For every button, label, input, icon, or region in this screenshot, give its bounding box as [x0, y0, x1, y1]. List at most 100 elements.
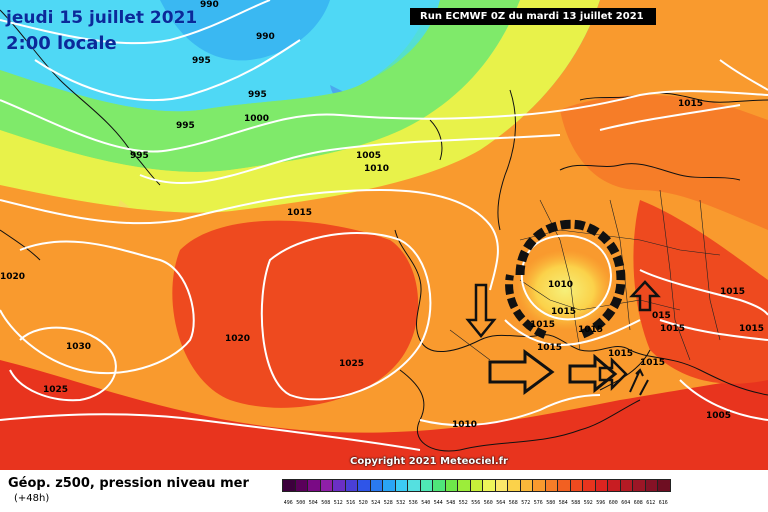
copyright-notice: Copyright 2021 Meteociel.fr	[350, 456, 508, 467]
legend-swatch	[382, 479, 396, 492]
legend-value: 592	[583, 500, 593, 506]
mid-latitude-band	[0, 0, 520, 172]
legend-value: 540	[421, 500, 431, 506]
legend-value: 556	[471, 500, 481, 506]
legend-value: 584	[558, 500, 568, 506]
legend-swatch	[332, 479, 346, 492]
isobar-label: 1015	[640, 358, 665, 368]
legend-swatch	[632, 479, 646, 492]
legend-swatch	[582, 479, 596, 492]
legend-value: 596	[596, 500, 606, 506]
legend-value: 612	[646, 500, 656, 506]
isobar-label: 1025	[339, 359, 364, 369]
orange-north-europe	[560, 95, 768, 230]
isobar-label: 1020	[0, 272, 25, 282]
legend-swatch	[607, 479, 621, 492]
legend-value: 560	[483, 500, 493, 506]
legend-swatch	[444, 479, 458, 492]
legend-swatch	[507, 479, 521, 492]
product-title: Géop. z500, pression niveau mer	[8, 476, 249, 491]
legend-value: 600	[608, 500, 618, 506]
legend-swatch	[344, 479, 358, 492]
legend-swatch	[469, 479, 483, 492]
isobar-label: 990	[200, 0, 219, 10]
isobars	[0, 0, 768, 450]
isobar-label: 995	[176, 121, 195, 131]
isobar-label: 995	[192, 56, 211, 66]
legend-swatch	[644, 479, 658, 492]
isobar-label: 1015	[678, 99, 703, 109]
legend-value: 512	[333, 500, 343, 506]
legend-swatch	[369, 479, 383, 492]
isobar-label: 1015	[578, 325, 603, 335]
isobar-label: 1005	[356, 151, 381, 161]
legend-swatch	[307, 479, 321, 492]
legend-value: 564	[496, 500, 506, 506]
legend-value: 500	[296, 500, 306, 506]
circulation-arrows	[465, 219, 661, 396]
isobar-label: 1020	[225, 334, 250, 344]
legend-swatch	[282, 479, 296, 492]
map-canvas: 990 990 995 995 995 995 1000 1005 1010 1…	[0, 0, 768, 470]
legend-swatch	[594, 479, 608, 492]
legend-value: 528	[383, 500, 393, 506]
legend-swatch	[532, 479, 546, 492]
legend-value: 616	[658, 500, 668, 506]
legend-swatch	[544, 479, 558, 492]
isobar-label: 1015	[720, 287, 745, 297]
isobar-label: 1015	[530, 320, 555, 330]
isobar-label: 995	[248, 90, 267, 100]
legend-value: 516	[346, 500, 356, 506]
legend-value: 520	[358, 500, 368, 506]
arrow-right-small-2	[598, 356, 628, 392]
isobar-labels: 990 990 995 995 995 995 1000 1005 1010 1…	[0, 0, 764, 430]
lead-time: (+48h)	[14, 493, 50, 504]
footer: Géop. z500, pression niveau mer (+48h) 4…	[0, 470, 768, 512]
legend-swatch	[482, 479, 496, 492]
legend-value: 536	[408, 500, 418, 506]
legend-value: 548	[446, 500, 456, 506]
legend-value: 496	[283, 500, 293, 506]
legend-value: 568	[508, 500, 518, 506]
legend-swatch	[357, 479, 371, 492]
isobar-label: 1030	[66, 342, 91, 352]
cyclonic-swirl	[515, 219, 626, 340]
legend-swatch	[319, 479, 333, 492]
cutoff-low	[517, 250, 613, 330]
legend-swatch	[569, 479, 583, 492]
legend-swatch	[407, 479, 421, 492]
isobar-label: 1015	[608, 349, 633, 359]
legend-value: 580	[546, 500, 556, 506]
yellow-band	[0, 0, 600, 213]
legend-swatch	[657, 479, 671, 492]
legend-value: 576	[533, 500, 543, 506]
legend-value: 572	[521, 500, 531, 506]
legend-swatch	[557, 479, 571, 492]
isobar-label: 1010	[364, 164, 389, 174]
isobar-label: 1015	[660, 324, 685, 334]
legend-swatch	[494, 479, 508, 492]
arrow-right-small	[568, 353, 618, 394]
forecast-date: jeudi 15 juillet 2021	[6, 8, 198, 28]
red-south	[0, 360, 768, 470]
legend-value: 608	[633, 500, 643, 506]
legend-value: 508	[321, 500, 331, 506]
forecast-time: 2:00 locale	[6, 33, 117, 54]
legend-value: 552	[458, 500, 468, 506]
weather-map: 990 990 995 995 995 995 1000 1005 1010 1…	[0, 0, 768, 470]
legend-value: 532	[396, 500, 406, 506]
model-run-banner: Run ECMWF 0Z du mardi 13 juillet 2021	[410, 8, 656, 25]
legend-value: 544	[433, 500, 443, 506]
isobar-label: 995	[130, 151, 149, 161]
legend-value: 504	[308, 500, 318, 506]
legend-swatch	[419, 479, 433, 492]
legend-swatch	[457, 479, 471, 492]
legend-swatch	[432, 479, 446, 492]
isobar-label: 1015	[287, 208, 312, 218]
isobar-label: 1010	[548, 280, 573, 290]
arrow-right-large	[488, 349, 555, 395]
isobar-label: 1005	[706, 411, 731, 421]
cold-core	[160, 0, 330, 61]
arrow-down	[465, 283, 497, 338]
legend-labels: 496 500 504 508 512 516 520 524 528 532 536 540 544 5…	[282, 500, 670, 506]
